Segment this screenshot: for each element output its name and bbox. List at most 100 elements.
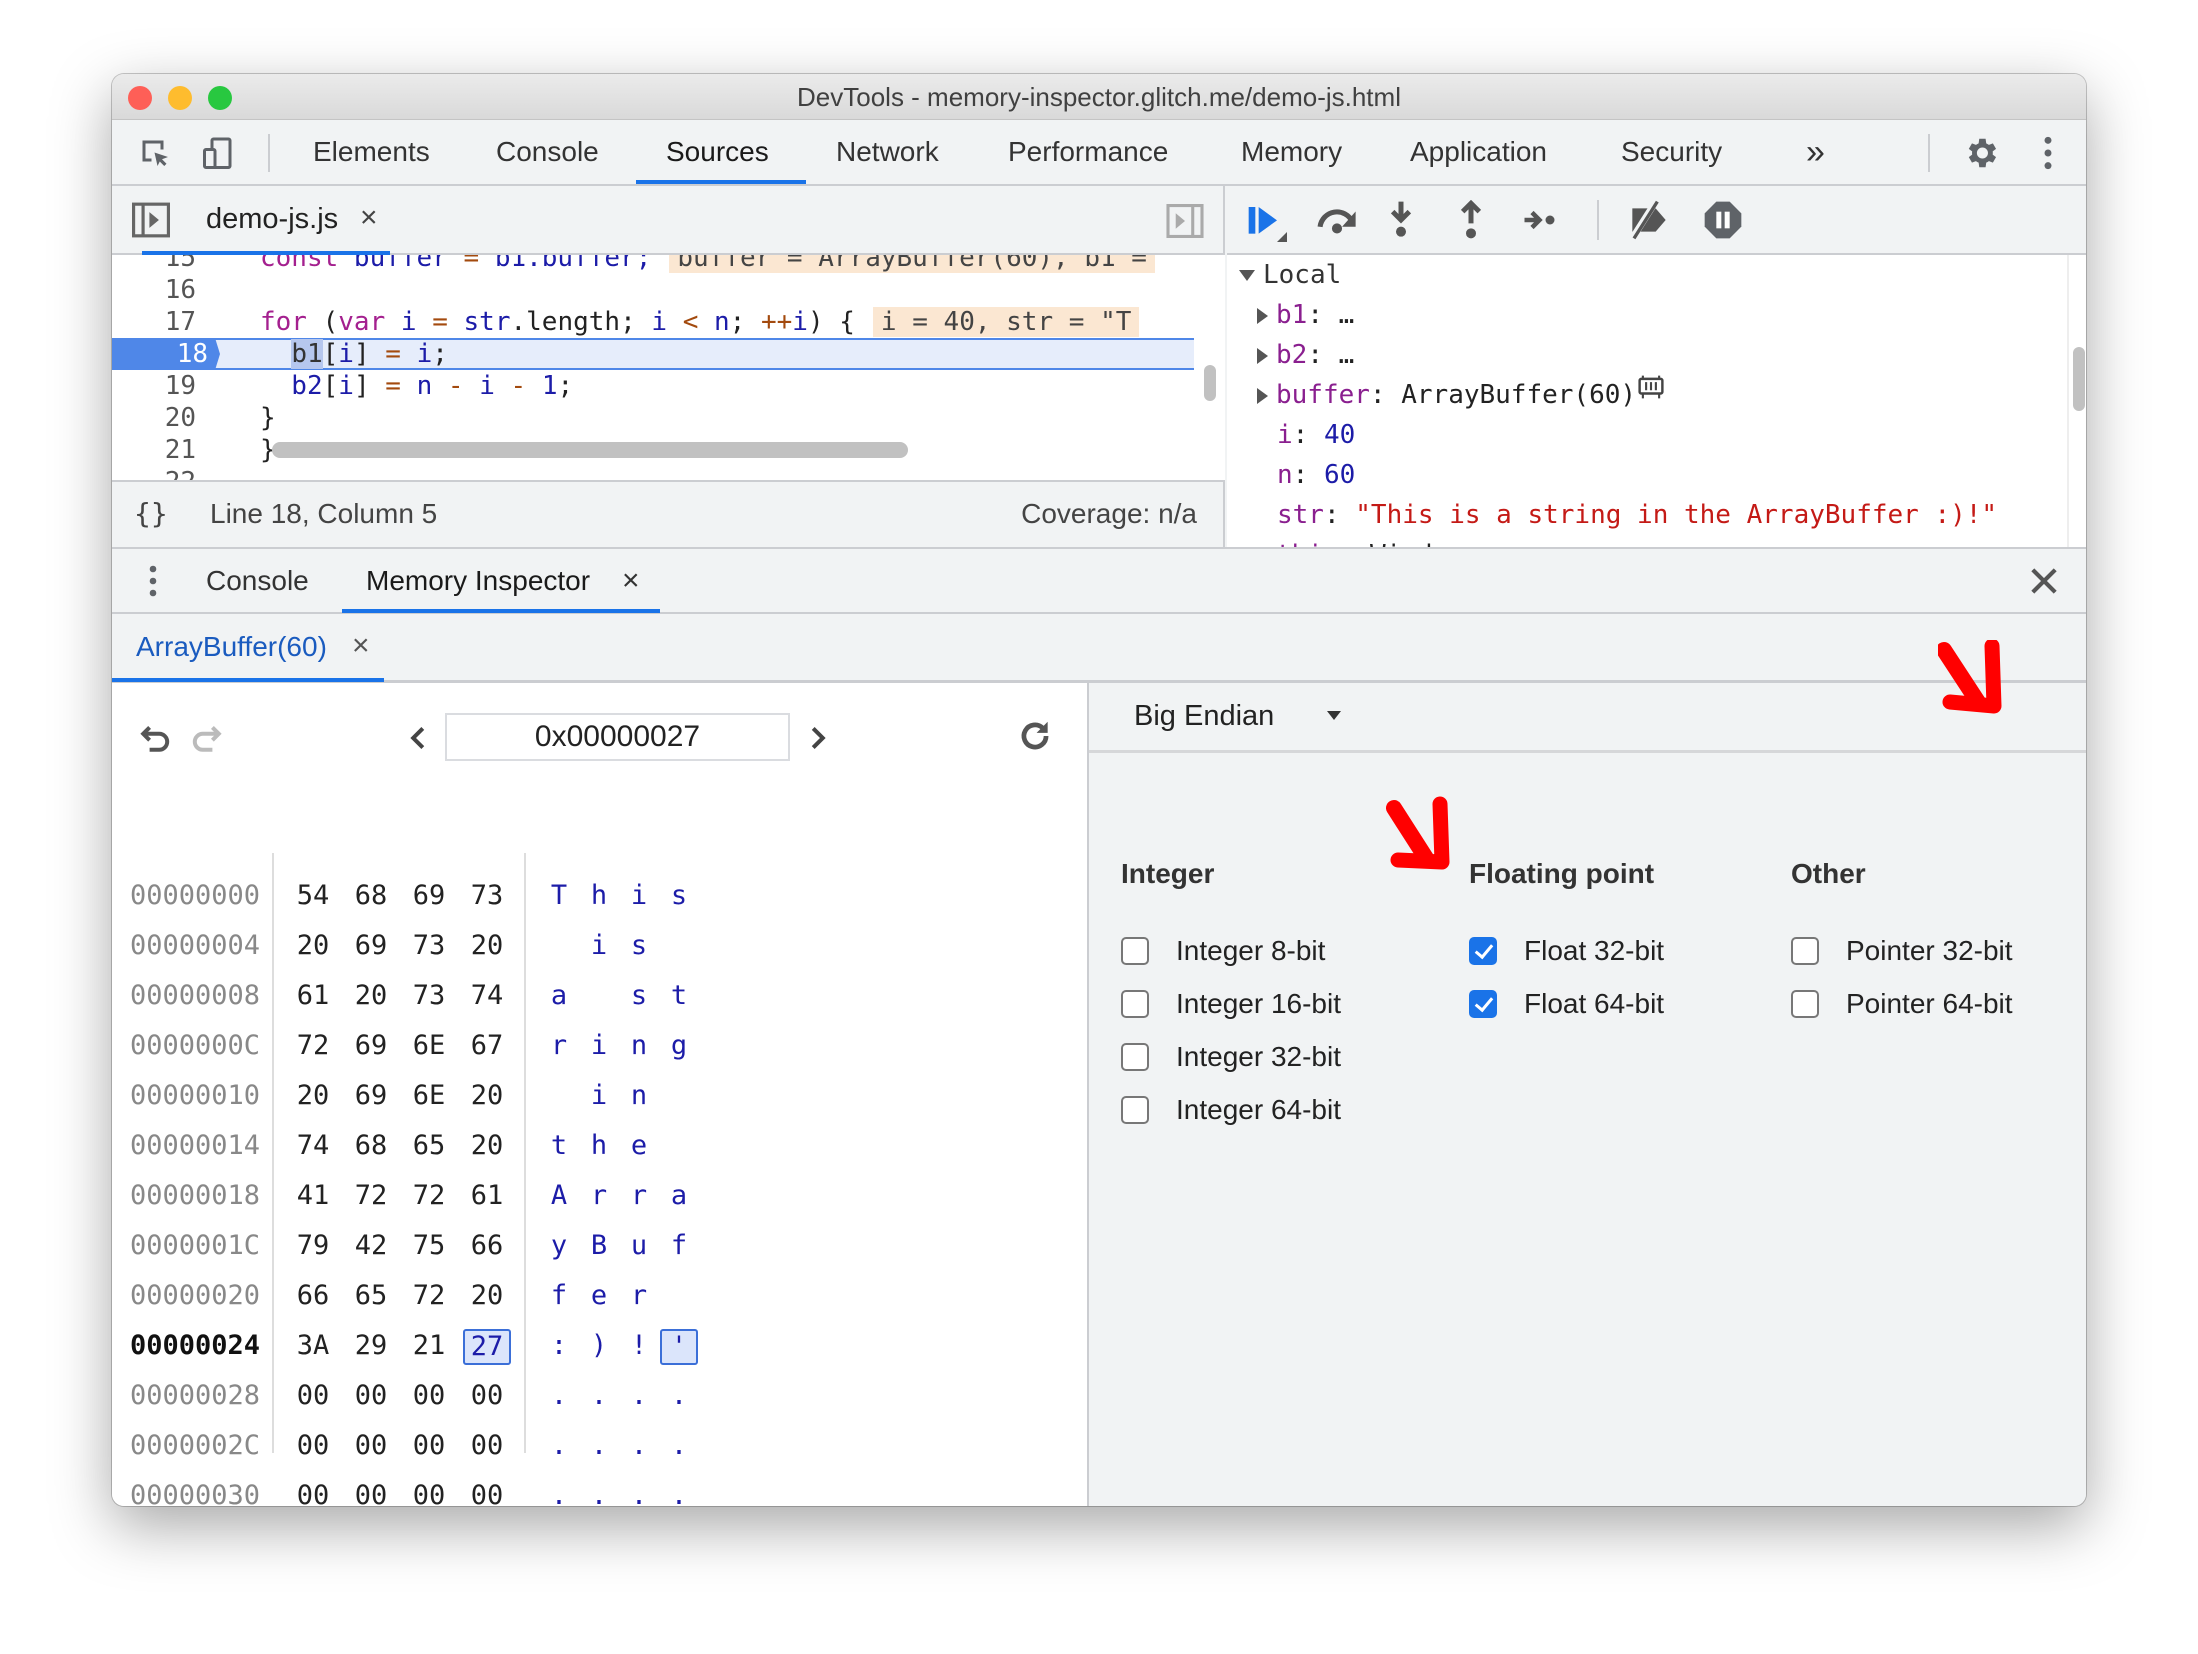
byte-value[interactable]: 3A (296, 1330, 330, 1361)
ascii-char[interactable]: r (590, 1180, 608, 1211)
byte-value[interactable]: 68 (354, 1130, 388, 1161)
ascii-char[interactable]: B (590, 1230, 608, 1261)
checkbox[interactable] (1121, 990, 1149, 1018)
expand-triangle-icon[interactable] (1257, 307, 1268, 324)
byte-value[interactable]: 66 (296, 1280, 330, 1311)
redo-icon[interactable] (190, 721, 222, 759)
ascii-char[interactable]: i (630, 880, 648, 911)
byte-value[interactable]: 20 (470, 1080, 504, 1111)
inspect-element-icon[interactable] (138, 136, 174, 178)
checkbox[interactable] (1121, 1043, 1149, 1071)
close-buffer-tab-button[interactable]: × (352, 629, 370, 662)
byte-value[interactable]: 73 (470, 880, 504, 911)
byte-value[interactable]: 41 (296, 1180, 330, 1211)
ascii-char[interactable]: . (550, 1480, 568, 1506)
ascii-char[interactable]: t (670, 980, 688, 1011)
ascii-char[interactable]: a (670, 1180, 688, 1211)
byte-value[interactable]: 69 (354, 930, 388, 961)
toggle-debugger-icon[interactable] (1166, 204, 1204, 244)
tab-memory[interactable]: Memory (1241, 136, 1343, 167)
row-address[interactable]: 00000018 (130, 1180, 261, 1211)
vertical-scrollbar[interactable] (1194, 255, 1225, 480)
byte-value[interactable]: 72 (296, 1030, 330, 1061)
line-number[interactable]: 16 (164, 275, 196, 305)
byte-value[interactable]: 79 (296, 1230, 330, 1261)
line-number[interactable]: 22 (112, 466, 208, 480)
ascii-char[interactable]: ) (590, 1330, 608, 1361)
scope-section-local[interactable]: Local (1239, 255, 1341, 295)
resume-icon[interactable] (1245, 202, 1289, 248)
byte-value[interactable]: 42 (354, 1230, 388, 1261)
tab-console[interactable]: Console (496, 136, 599, 167)
row-address[interactable]: 0000000C (130, 1030, 261, 1061)
ascii-char[interactable]: f (670, 1230, 688, 1261)
ascii-char[interactable]: r (630, 1180, 648, 1211)
byte-value[interactable]: 68 (354, 880, 388, 911)
byte-value[interactable]: 74 (470, 980, 504, 1011)
endianness-select[interactable]: Big Endian (1134, 700, 1275, 732)
byte-value[interactable]: 00 (470, 1430, 504, 1461)
byte-value[interactable]: 00 (296, 1480, 330, 1506)
byte-value[interactable]: 67 (470, 1030, 504, 1061)
tab-security[interactable]: Security (1621, 136, 1723, 167)
expand-triangle-icon[interactable] (1257, 347, 1268, 364)
checkbox[interactable] (1469, 990, 1497, 1018)
line-number[interactable]: 18 (112, 340, 220, 368)
row-address[interactable]: 0000001C (130, 1230, 261, 1261)
row-address[interactable]: 00000000 (130, 880, 261, 911)
ascii-char[interactable]: . (590, 1430, 608, 1461)
byte-value[interactable]: 20 (296, 1080, 330, 1111)
byte-value[interactable]: 00 (470, 1480, 504, 1506)
ascii-char[interactable]: . (630, 1480, 648, 1506)
byte-value[interactable]: 69 (354, 1030, 388, 1061)
tab-elements[interactable]: Elements (313, 136, 430, 167)
device-toolbar-icon[interactable] (200, 136, 236, 178)
byte-value[interactable]: 20 (354, 980, 388, 1011)
byte-value[interactable]: 69 (412, 880, 446, 911)
scope-scrollbar[interactable] (2073, 347, 2085, 411)
row-address[interactable]: 00000008 (130, 980, 261, 1011)
byte-value[interactable]: 00 (354, 1430, 388, 1461)
checkbox[interactable] (1791, 937, 1819, 965)
byte-value[interactable]: 72 (412, 1280, 446, 1311)
tab-application[interactable]: Application (1410, 136, 1547, 167)
ascii-char[interactable]: i (590, 930, 608, 961)
byte-value[interactable]: 00 (412, 1430, 446, 1461)
byte-value[interactable]: 00 (412, 1480, 446, 1506)
selected-byte[interactable]: 27 (463, 1329, 511, 1365)
byte-value[interactable]: 00 (354, 1480, 388, 1506)
checkbox[interactable] (1121, 1096, 1149, 1124)
row-address[interactable]: 00000014 (130, 1130, 261, 1161)
byte-value[interactable]: 20 (470, 1280, 504, 1311)
ascii-char[interactable]: n (630, 1080, 648, 1111)
expand-triangle-icon[interactable] (1257, 387, 1268, 404)
row-address[interactable]: 0000002C (130, 1430, 261, 1461)
line-number[interactable]: 15 (164, 255, 196, 273)
drawer-menu-kebab-icon[interactable] (148, 563, 158, 605)
ascii-char[interactable]: g (670, 1030, 688, 1061)
scope-item-b2[interactable]: b2: … (1257, 335, 1354, 375)
scope-item-this[interactable]: this: Window (1257, 535, 1464, 547)
drawer-tab-console[interactable]: Console (206, 565, 309, 596)
ascii-char[interactable]: . (550, 1380, 568, 1411)
buffer-tab[interactable]: ArrayBuffer(60) (136, 631, 327, 662)
ascii-char[interactable]: . (670, 1480, 688, 1506)
horizontal-scrollbar[interactable] (272, 442, 908, 458)
ascii-char[interactable]: i (590, 1080, 608, 1111)
line-number[interactable]: 19 (164, 371, 196, 401)
byte-value[interactable]: 61 (470, 1180, 504, 1211)
ascii-char[interactable]: . (670, 1380, 688, 1411)
row-address[interactable]: 00000030 (130, 1480, 261, 1506)
ascii-char[interactable]: r (630, 1280, 648, 1311)
byte-value[interactable]: 20 (470, 930, 504, 961)
more-options-kebab-icon[interactable] (2042, 134, 2054, 178)
byte-value[interactable]: 65 (412, 1130, 446, 1161)
ascii-char[interactable]: t (550, 1130, 568, 1161)
ascii-char[interactable]: ! (630, 1330, 648, 1361)
byte-value[interactable]: 6E (412, 1030, 446, 1061)
file-tab-demo-js[interactable]: demo-js.js (206, 203, 339, 235)
close-window-button[interactable] (128, 86, 152, 110)
toggle-navigator-icon[interactable] (132, 202, 170, 244)
close-file-tab-button[interactable]: × (360, 201, 378, 234)
byte-value[interactable]: 21 (412, 1330, 446, 1361)
